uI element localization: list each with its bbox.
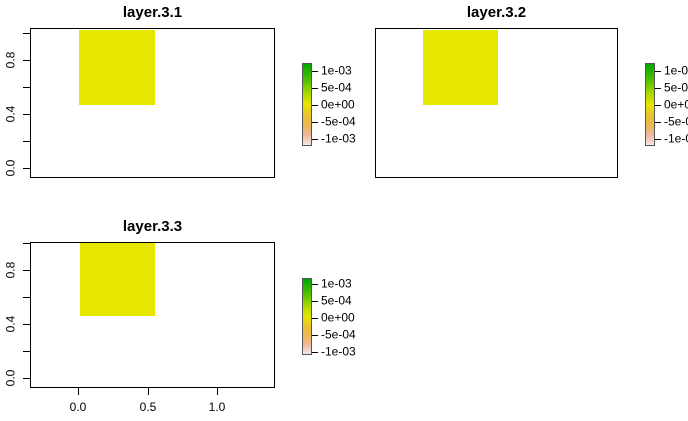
raster-cell — [423, 30, 498, 105]
x-axis-tick — [78, 388, 79, 395]
panel-title: layer.3.2 — [466, 4, 527, 21]
legend-tick — [312, 71, 318, 72]
y-axis-tick — [23, 243, 30, 244]
y-tick-label: 0.4 — [3, 315, 18, 333]
raster-cell — [79, 30, 155, 105]
y-tick-label: 0.8 — [3, 261, 18, 279]
panel-title: layer.3.1 — [122, 4, 183, 21]
y-axis-tick — [23, 33, 30, 34]
x-axis-tick — [148, 388, 149, 395]
panel-title: layer.3.3 — [122, 218, 183, 235]
legend-tick — [312, 105, 318, 106]
legend-tick-label: -5e-04 — [664, 114, 688, 129]
y-tick-label: 0.0 — [3, 159, 18, 177]
legend-tick-label: 1e-03 — [664, 63, 688, 78]
legend-tick — [655, 88, 661, 89]
legend-tick — [312, 301, 318, 302]
legend-tick — [655, 105, 661, 106]
legend-gradient-bar — [645, 63, 655, 146]
legend-tick — [312, 335, 318, 336]
legend-tick — [312, 352, 318, 353]
y-axis-tick — [23, 270, 30, 271]
legend-tick-label: 0e+00 — [321, 310, 355, 325]
legend-tick-label: 1e-03 — [321, 63, 352, 78]
legend-tick — [312, 88, 318, 89]
legend-tick — [655, 71, 661, 72]
legend-tick — [655, 139, 661, 140]
y-tick-label: 0.4 — [3, 105, 18, 123]
legend-tick-label: 5e-04 — [321, 293, 352, 308]
legend-tick — [312, 122, 318, 123]
legend-gradient-bar — [302, 63, 312, 146]
x-tick-label: 0.0 — [69, 400, 87, 414]
legend-tick — [312, 284, 318, 285]
y-axis-tick — [23, 297, 30, 298]
legend-gradient-bar — [302, 278, 312, 355]
y-tick-label: 0.8 — [3, 51, 18, 69]
legend-tick-label: 5e-04 — [321, 80, 352, 95]
y-axis-tick — [23, 114, 30, 115]
legend-tick-label: 5e-04 — [664, 80, 688, 95]
y-tick-label: 0.0 — [3, 369, 18, 387]
y-axis-tick — [23, 351, 30, 352]
y-axis-tick — [23, 141, 30, 142]
legend-tick — [655, 122, 661, 123]
legend-tick-label: 0e+00 — [664, 97, 688, 112]
x-tick-label: 1.0 — [208, 400, 226, 414]
x-axis-tick — [217, 388, 218, 395]
raster-cell — [80, 243, 155, 316]
y-axis-tick — [23, 87, 30, 88]
legend-tick-label: 0e+00 — [321, 97, 355, 112]
y-axis-tick — [23, 60, 30, 61]
legend-tick — [312, 318, 318, 319]
x-tick-label: 0.5 — [139, 400, 157, 414]
legend-tick-label: 1e-03 — [321, 276, 352, 291]
y-axis-tick — [23, 168, 30, 169]
legend-tick — [312, 139, 318, 140]
y-axis-tick — [23, 324, 30, 325]
legend-tick-label: -5e-04 — [321, 327, 356, 342]
legend-tick-label: -1e-03 — [321, 344, 356, 359]
legend-tick-label: -1e-03 — [664, 131, 688, 146]
legend-tick-label: -1e-03 — [321, 131, 356, 146]
y-axis-tick — [23, 378, 30, 379]
legend-tick-label: -5e-04 — [321, 114, 356, 129]
